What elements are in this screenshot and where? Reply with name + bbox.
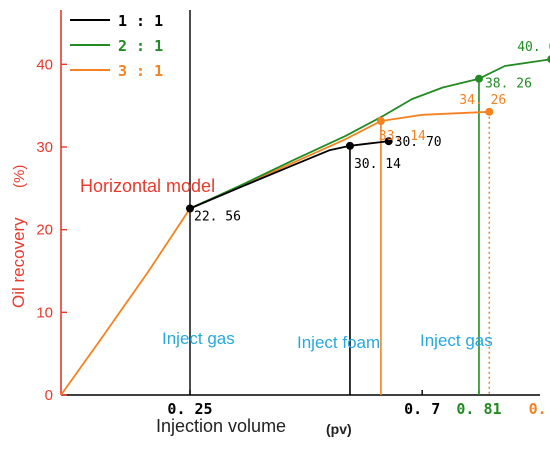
stems (349, 78, 491, 395)
series-line (60, 110, 490, 396)
x-tick-label: 0. 7 (404, 400, 440, 418)
x-tick-label: 0. 95 (529, 400, 550, 418)
series-markers (186, 55, 550, 213)
data-label: 30. 70 (395, 135, 442, 150)
data-label: 30. 14 (354, 157, 401, 172)
data-label: 38. 26 (485, 77, 532, 92)
series-point (547, 55, 550, 64)
y-tick-label: 0 (45, 387, 53, 404)
phase-label-gas-2: Inject gas (420, 331, 493, 350)
axes: 0 10 20 30 40 0. 25 0. 7 0. 81 0. 95 (36, 10, 550, 418)
y-tick-label: 20 (36, 222, 53, 239)
y-axis-label: Oil recovery (9, 217, 28, 308)
x-axis-unit: (pv) (326, 421, 352, 437)
series-line (189, 140, 389, 210)
y-tick-label: 30 (36, 139, 53, 156)
series-lines (60, 58, 550, 396)
data-label: 33. 14 (379, 129, 426, 144)
x-axis-label: Injection volume (156, 416, 286, 436)
y-tick-label: 10 (36, 304, 53, 321)
legend-label: 1 : 1 (118, 12, 163, 30)
legend-label: 2 : 1 (118, 37, 163, 55)
series-line (189, 58, 550, 210)
y-axis-title: Oil recovery (%) (9, 165, 28, 308)
series-point (474, 74, 483, 83)
data-label: 40. 62 (517, 40, 550, 55)
phase-label-gas-1: Inject gas (162, 329, 235, 348)
series-point (485, 107, 494, 116)
x-tick-label: 0. 81 (456, 400, 501, 418)
y-axis-unit: (%) (11, 165, 28, 188)
model-label: Horizontal model (80, 176, 215, 196)
series-point (345, 141, 354, 150)
data-label: 34. 26 (459, 93, 506, 108)
y-tick-label: 40 (36, 56, 53, 73)
phase-label-foam: Inject foam (297, 333, 380, 352)
legend-label: 3 : 1 (118, 62, 163, 80)
series-point (384, 137, 393, 146)
data-label: 22. 56 (194, 210, 241, 225)
x-tick-label: 0. 25 (167, 400, 212, 418)
legend: 1 : 1 2 : 1 3 : 1 (70, 12, 163, 80)
series-point (376, 117, 385, 126)
series-point (186, 204, 194, 213)
